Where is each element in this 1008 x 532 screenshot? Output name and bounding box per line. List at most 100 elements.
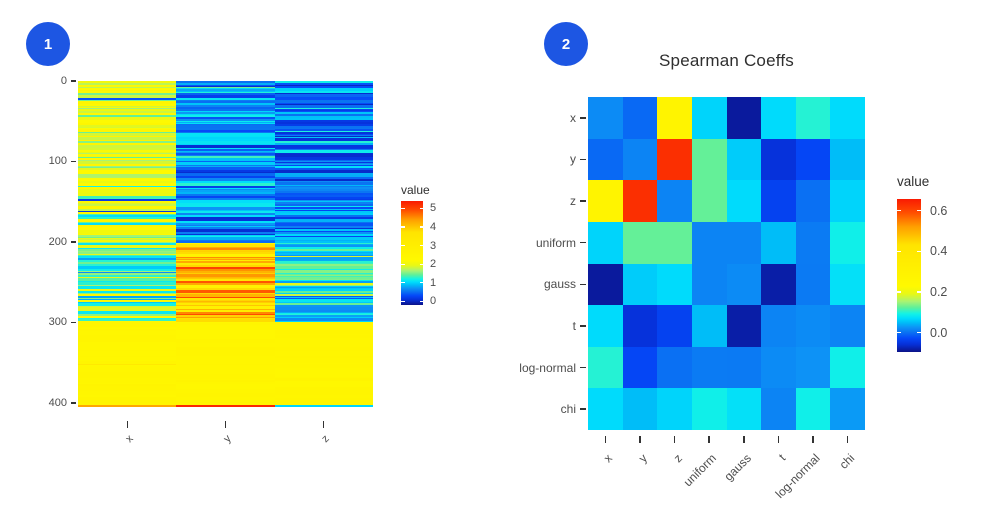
heatmap-1-stripe: [78, 328, 177, 332]
heatmap-1-x-tick-label: z: [319, 432, 333, 446]
heatmap-1-stripe: [78, 142, 177, 146]
heatmap-1-stripe: [78, 93, 177, 96]
heatmap-1-stripe: [274, 318, 374, 322]
heatmap-1-stripe: [176, 383, 276, 388]
heatmap-1-stripe: [78, 259, 177, 263]
heatmap-1-stripe: [274, 210, 374, 212]
heatmap-1-stripe: [176, 241, 276, 243]
heatmap-1-stripe: [176, 219, 276, 222]
heatmap-1-stripe: [274, 131, 374, 135]
heatmap-1-stripe: [78, 254, 177, 256]
heatmap-1-stripe: [78, 403, 177, 405]
heatmap-1-stripe: [274, 395, 374, 399]
heatmap-1-stripe: [78, 253, 177, 255]
heatmap-1-stripe: [78, 378, 177, 383]
heatmap-1-stripe: [78, 351, 177, 357]
heatmap-1-colorbar-tick-left: [401, 282, 405, 284]
heatmap-1-stripe: [274, 149, 374, 151]
heatmap-1-stripe: [78, 135, 177, 138]
heatmap-1-stripe: [176, 257, 276, 259]
heatmap-1-stripe: [176, 281, 276, 284]
heatmap-1-stripe: [78, 394, 177, 398]
heatmap-1-colorbar-tick-label: 3: [430, 239, 437, 252]
heatmap-1-stripe: [176, 166, 276, 168]
heatmap-2-cell: [761, 221, 797, 264]
heatmap-1-stripe: [274, 295, 374, 298]
heatmap-1-stripe: [176, 292, 276, 295]
heatmap-1-colorbar-tick-right: [419, 207, 423, 210]
heatmap-1-stripe: [78, 172, 177, 175]
heatmap-1-stripe: [176, 85, 276, 87]
heatmap-1-stripe: [176, 304, 276, 307]
heatmap-1-stripe: [78, 406, 177, 408]
heatmap-2-cell: [622, 221, 658, 264]
heatmap-2-x-tick-mark: [639, 436, 641, 443]
heatmap-1-stripe: [176, 386, 276, 390]
heatmap-1-stripe: [78, 286, 177, 290]
heatmap-1-stripe: [274, 259, 374, 262]
heatmap-1-stripe: [78, 161, 177, 165]
heatmap-1-stripe: [274, 332, 374, 335]
heatmap-1-stripe: [176, 196, 276, 199]
heatmap-1-stripe: [78, 405, 177, 407]
heatmap-1-stripe: [176, 125, 276, 129]
heatmap-1-stripe: [176, 106, 276, 110]
heatmap-1-stripe: [78, 192, 177, 195]
heatmap-1-stripe: [78, 198, 177, 202]
heatmap-1-stripe: [274, 97, 374, 100]
heatmap-1-stripe: [274, 320, 374, 323]
heatmap-1-stripe: [176, 155, 276, 159]
heatmap-1-stripe: [176, 373, 276, 380]
heatmap-1-stripe: [78, 211, 177, 213]
heatmap-1-colorbar-tick-left: [401, 207, 405, 210]
heatmap-1-stripe: [78, 384, 177, 387]
heatmap-1-stripe: [78, 237, 177, 239]
heatmap-1-stripe: [176, 81, 276, 83]
heatmap-1-stripe: [176, 315, 276, 318]
heatmap-1-stripe: [176, 194, 276, 197]
heatmap-1-stripe: [274, 156, 374, 160]
heatmap-1-stripe: [78, 227, 177, 231]
heatmap-1-stripe: [176, 308, 276, 311]
heatmap-2-cell: [795, 263, 831, 306]
heatmap-1-stripe: [274, 213, 374, 215]
heatmap-1-stripe: [176, 99, 276, 101]
heatmap-1-stripe: [274, 136, 374, 139]
heatmap-2-cell: [622, 346, 658, 389]
heatmap-1-stripe: [78, 125, 177, 128]
heatmap-2-y-tick-label: log-normal: [519, 360, 576, 375]
heatmap-1-stripe: [274, 152, 374, 155]
heatmap-1-stripe: [176, 369, 276, 375]
heatmap-1-stripe: [78, 126, 177, 129]
heatmap-1-stripe: [176, 183, 276, 187]
heatmap-1-stripe: [176, 92, 276, 94]
heatmap-1-stripe: [78, 233, 177, 236]
heatmap-2-colorbar-tick-left: [897, 209, 901, 212]
heatmap-1-colorbar-tick-left: [401, 263, 405, 265]
heatmap-1-stripe: [176, 229, 276, 233]
heatmap-1-stripe: [176, 250, 276, 252]
heatmap-1-stripe: [176, 234, 276, 236]
heatmap-1-stripe: [274, 328, 374, 333]
heatmap-1-stripe: [176, 378, 276, 381]
heatmap-1-stripe: [274, 223, 374, 227]
heatmap-1-stripe: [176, 88, 276, 90]
heatmap-1-stripe: [274, 109, 374, 112]
heatmap-1-stripe: [78, 382, 177, 384]
heatmap-1-stripe: [176, 151, 276, 153]
heatmap-2-x-tick-label: gauss: [721, 451, 754, 484]
heatmap-1-stripe: [274, 262, 374, 265]
heatmap-1-stripe: [274, 386, 374, 389]
heatmap-2-y-tick-mark: [580, 283, 586, 286]
heatmap-1-stripe: [176, 300, 276, 303]
heatmap-1-stripe: [78, 108, 177, 110]
heatmap-1-stripe: [176, 336, 276, 340]
heatmap-2-x-tick-mark: [708, 436, 710, 443]
heatmap-1-stripe: [78, 207, 177, 210]
heatmap-1-stripe: [274, 164, 374, 166]
heatmap-1-stripe: [78, 158, 177, 161]
heatmap-1-stripe: [274, 251, 374, 254]
heatmap-1-stripe: [78, 390, 177, 395]
heatmap-1-stripe: [78, 249, 177, 252]
heatmap-1-stripe: [78, 81, 177, 84]
